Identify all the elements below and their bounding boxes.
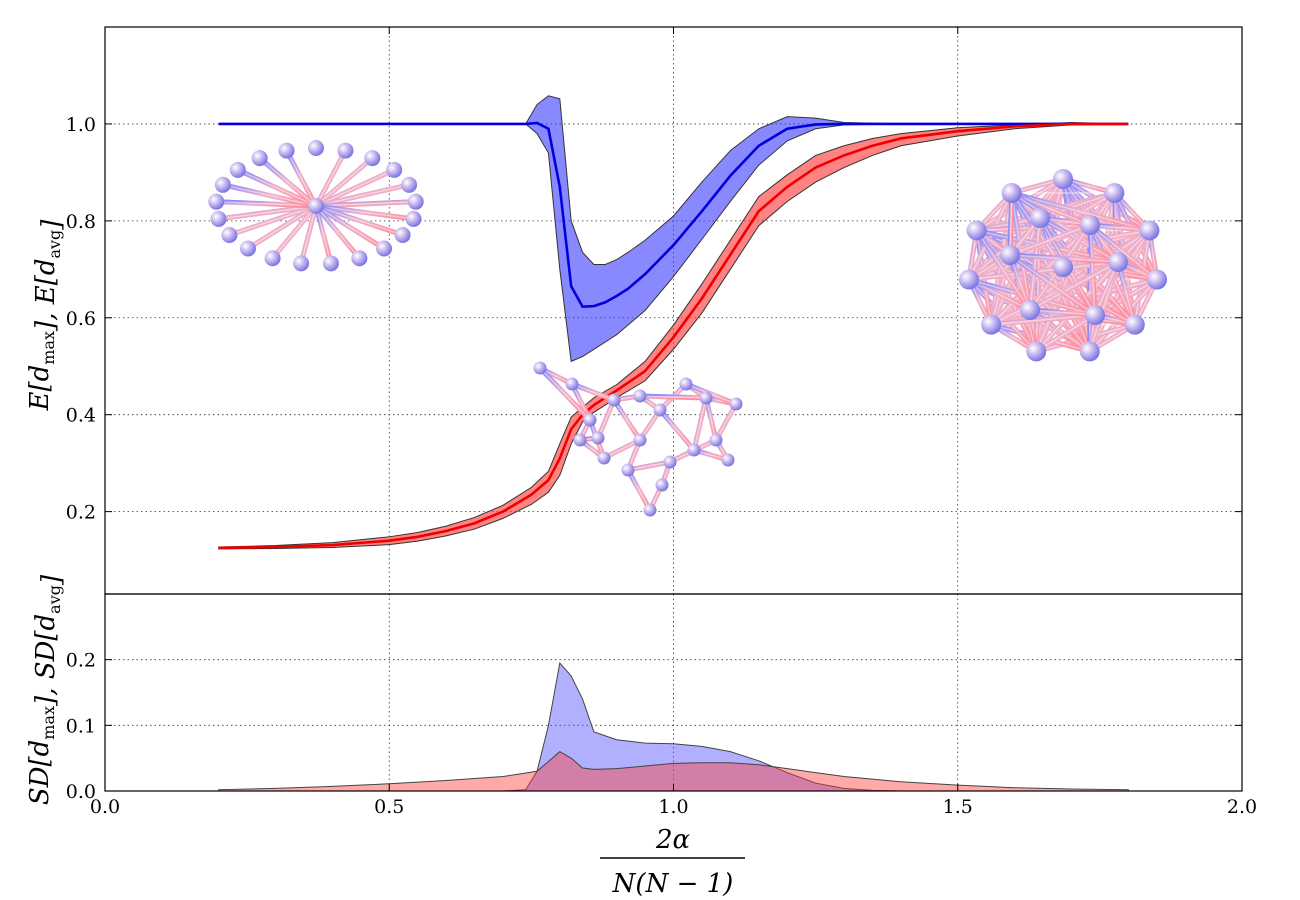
top-panel: 0.2 0.4 0.6 0.8 1.0	[66, 26, 1243, 595]
top-ytick-label: 0.8	[66, 211, 96, 233]
bottom-xtick-label: 0.0	[90, 796, 120, 818]
confidence-band-0	[218, 95, 1129, 363]
star-graph-image	[208, 140, 424, 272]
top-ytick-label: 1.0	[66, 114, 96, 136]
sd-area-1	[218, 750, 1129, 792]
bottom-y-axis-label: SD[dmax], SD[davg]	[25, 574, 67, 805]
bottom-xtick-label: 1.0	[658, 796, 688, 818]
bottom-ytick-label: 0.2	[66, 650, 96, 672]
x-axis-label-numerator: 2α	[655, 825, 691, 855]
bottom-ytick-label: 0.0	[66, 781, 96, 803]
mean-line-1	[218, 122, 1129, 550]
top-ytick-label: 0.2	[66, 502, 96, 524]
mean-line-0	[218, 121, 1129, 308]
bottom-xtick-label: 1.5	[943, 796, 973, 818]
top-ytick-label: 0.4	[66, 405, 96, 427]
top-ytick-label: 0.6	[66, 308, 96, 330]
sd-area-0	[218, 661, 1129, 792]
bottom-axes-frame	[104, 593, 1243, 792]
x-axis-label-denominator: N(N − 1)	[612, 869, 734, 899]
complete-graph-image	[958, 169, 1168, 362]
random-graph-image	[533, 361, 743, 517]
bottom-xtick-label: 0.5	[374, 796, 404, 818]
top-y-axis-label: E[dmax], E[davg]	[25, 219, 67, 412]
bottom-ytick-label: 0.1	[66, 715, 96, 737]
bottom-xtick-label: 2.0	[1227, 796, 1257, 818]
bottom-panel: 0.0 0.1 0.2 0.0 0.5 1.0 1.5 2.0	[66, 593, 1257, 818]
